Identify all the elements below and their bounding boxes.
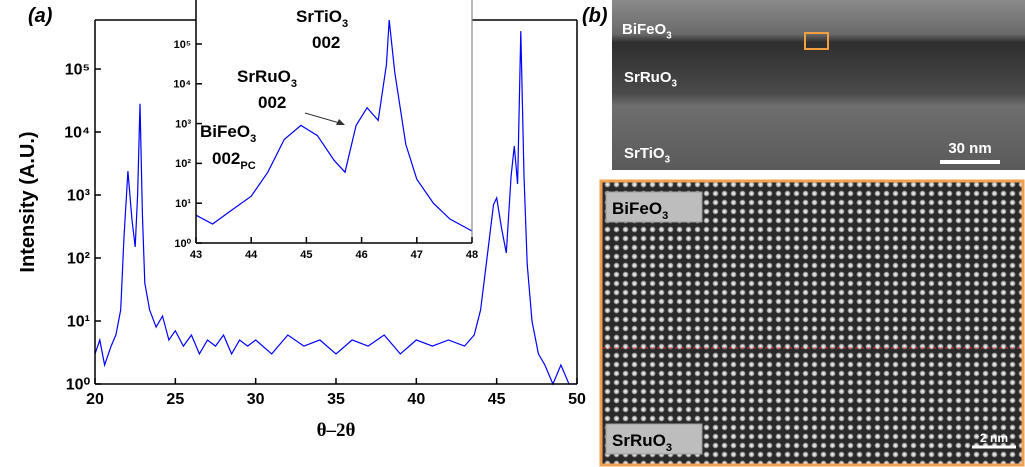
annotation: 002PC xyxy=(212,149,256,172)
layer-label: SrRuO3 xyxy=(624,69,678,90)
tem-overview xyxy=(612,0,1025,170)
y-tick-label: 10¹ xyxy=(175,198,191,210)
y-tick-label: 10⁰ xyxy=(174,238,191,250)
y-tick-label: 10⁴ xyxy=(64,125,90,142)
layer-label: SrRuO3 xyxy=(612,431,672,454)
subscript: 3 xyxy=(291,78,297,90)
y-tick-label: 10⁵ xyxy=(65,62,90,79)
x-tick-label: 25 xyxy=(166,391,184,408)
text-part: SrTiO xyxy=(624,145,665,162)
layer-label: BiFeO3 xyxy=(612,199,668,222)
subscript: 3 xyxy=(342,18,348,30)
x-tick-label: 47 xyxy=(411,249,423,261)
annotation: SrRuO3 xyxy=(237,67,297,90)
subscript: 3 xyxy=(672,79,678,90)
panel-label: (b) xyxy=(582,5,608,27)
x-tick-label: 46 xyxy=(355,249,367,261)
x-tick-label: 40 xyxy=(407,391,425,408)
text-part: SrRuO xyxy=(237,67,291,86)
text-part: BiFeO xyxy=(200,122,250,141)
y-tick-label: 10⁵ xyxy=(174,39,191,51)
text-part: BiFeO xyxy=(622,21,667,38)
scale-label: 30 nm xyxy=(948,140,991,157)
annotation: SrTiO3 xyxy=(296,7,348,30)
zoom-box xyxy=(804,32,829,50)
y-tick-label: 10³ xyxy=(67,188,90,205)
x-axis-label: θ–2θ xyxy=(317,420,356,441)
x-tick-label: 48 xyxy=(466,249,478,261)
y-axis-label: Intensity (A.U.) xyxy=(17,131,39,272)
x-tick-label: 45 xyxy=(488,391,506,408)
subscript: 3 xyxy=(665,155,671,166)
layer-label: SrTiO3 xyxy=(624,145,671,166)
subscript: 3 xyxy=(666,442,672,454)
y-tick-label: 10³ xyxy=(175,118,191,130)
text-part: BiFeO xyxy=(612,199,662,218)
annotation-arrow xyxy=(304,112,344,125)
subscript: 3 xyxy=(662,210,668,222)
x-tick-label: 45 xyxy=(300,249,312,261)
label-box xyxy=(605,191,703,223)
subscript: 3 xyxy=(250,133,256,145)
text-part: 002 xyxy=(312,33,340,52)
hrtem-image xyxy=(599,179,1025,467)
subscript: 3 xyxy=(666,31,672,42)
y-tick-label: 10¹ xyxy=(67,314,90,331)
panel-b xyxy=(599,0,1025,467)
data-line xyxy=(94,31,577,386)
text-part: 002 xyxy=(212,149,240,168)
text-part: SrRuO xyxy=(624,69,672,86)
y-tick-label: 10² xyxy=(67,251,90,268)
layer-label: BiFeO3 xyxy=(622,21,672,42)
y-tick-label: 10⁰ xyxy=(66,377,91,394)
text-part: SrRuO xyxy=(612,431,666,450)
text-part: 002 xyxy=(258,93,286,112)
text-part: SrTiO xyxy=(296,7,342,26)
x-tick-label: 20 xyxy=(86,391,104,408)
x-tick-label: 30 xyxy=(247,391,265,408)
arrow-head xyxy=(336,119,345,125)
label-box xyxy=(605,423,703,455)
annotation: BiFeO3 xyxy=(200,122,256,145)
y-tick-label: 10⁴ xyxy=(173,79,191,91)
data-line xyxy=(195,19,473,232)
scale-label: 2 nm xyxy=(980,431,1008,445)
x-tick-label: 44 xyxy=(245,249,258,261)
x-tick-label: 43 xyxy=(190,249,202,261)
subscript: PC xyxy=(240,160,255,172)
x-tick-label: 35 xyxy=(327,391,345,408)
panel-label: (a) xyxy=(28,5,53,27)
y-tick-label: 10² xyxy=(175,158,191,170)
annotation: 002 xyxy=(312,33,340,52)
annotation: 002 xyxy=(258,93,286,112)
x-tick-label: 50 xyxy=(568,391,586,408)
